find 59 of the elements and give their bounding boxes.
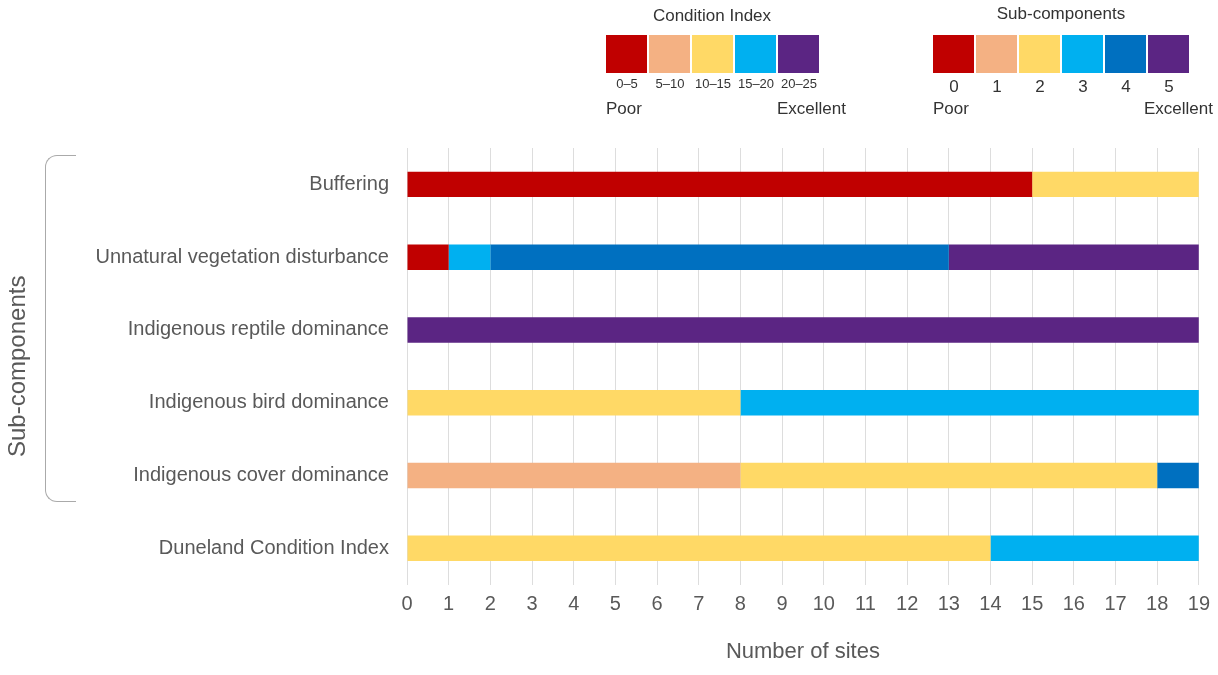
x-tick-label: 17 <box>1104 592 1127 615</box>
x-tick-label: 2 <box>484 592 496 615</box>
bar <box>407 462 741 489</box>
x-tick-label: 9 <box>776 592 788 615</box>
x-tick-label: 11 <box>855 592 876 615</box>
x-tick-label: 4 <box>568 592 580 615</box>
x-tick-label: 16 <box>1062 592 1085 615</box>
legend-label: 4 <box>1121 77 1131 97</box>
x-tick-label: 18 <box>1146 592 1169 615</box>
bar <box>448 244 491 270</box>
legend-label: 3 <box>1078 77 1088 97</box>
bar <box>1032 171 1199 198</box>
y-tick-label: Unnatural vegetation disturbance <box>95 244 389 267</box>
legend-label: 0 <box>949 77 959 97</box>
text: 0–5 <box>616 76 638 91</box>
y-tick-label: Indigenous bird dominance <box>148 390 389 413</box>
text: 10–15 <box>694 76 732 91</box>
y-tick-label: Duneland Condition Index <box>158 535 389 558</box>
text: 20–25 <box>780 76 818 91</box>
legend-title: Sub-components <box>996 4 1126 24</box>
x-tick-label: 13 <box>937 592 960 615</box>
x-tick-label: 12 <box>896 592 919 615</box>
text: 5–10 <box>655 76 685 91</box>
x-tick-label: 14 <box>979 592 1002 615</box>
legend-label: 1 <box>992 77 1002 97</box>
bar <box>407 389 741 416</box>
x-axis-title: Number of sites <box>725 637 880 663</box>
x-tick-label: 8 <box>734 592 746 615</box>
legend-label: 2 <box>1035 77 1045 97</box>
x-tick-label: 15 <box>1021 592 1044 615</box>
text: Poor <box>933 99 969 119</box>
y-tick-label: Indigenous reptile dominance <box>127 317 389 340</box>
bar <box>1157 462 1199 489</box>
x-tick-label: 6 <box>651 592 663 615</box>
bar <box>740 389 1199 416</box>
bar <box>407 171 1033 198</box>
text: 15–20 <box>737 76 775 91</box>
text: Condition Index <box>652 6 772 25</box>
bar <box>990 535 1199 561</box>
bar <box>407 317 1199 343</box>
x-tick-label: 7 <box>693 592 705 615</box>
x-tick-label: 10 <box>812 592 835 615</box>
bar <box>407 244 449 270</box>
bar <box>490 244 949 270</box>
text: Excellent <box>1144 99 1213 119</box>
y-tick-label: Buffering <box>309 171 389 194</box>
x-tick-label: 3 <box>526 592 538 615</box>
text: Excellent <box>777 99 846 118</box>
bar <box>740 462 1158 489</box>
x-tick-label: 5 <box>609 592 621 615</box>
bar <box>407 535 991 561</box>
x-tick-label: 0 <box>401 592 413 615</box>
y-tick-label: Indigenous cover dominance <box>133 462 389 485</box>
x-tick-label: 1 <box>443 592 455 615</box>
y-axis-title: Sub-components <box>3 275 31 458</box>
legend-label: 5 <box>1164 77 1174 97</box>
bar <box>948 244 1199 270</box>
x-tick-label: 19 <box>1187 592 1210 615</box>
text: Poor <box>606 99 642 118</box>
